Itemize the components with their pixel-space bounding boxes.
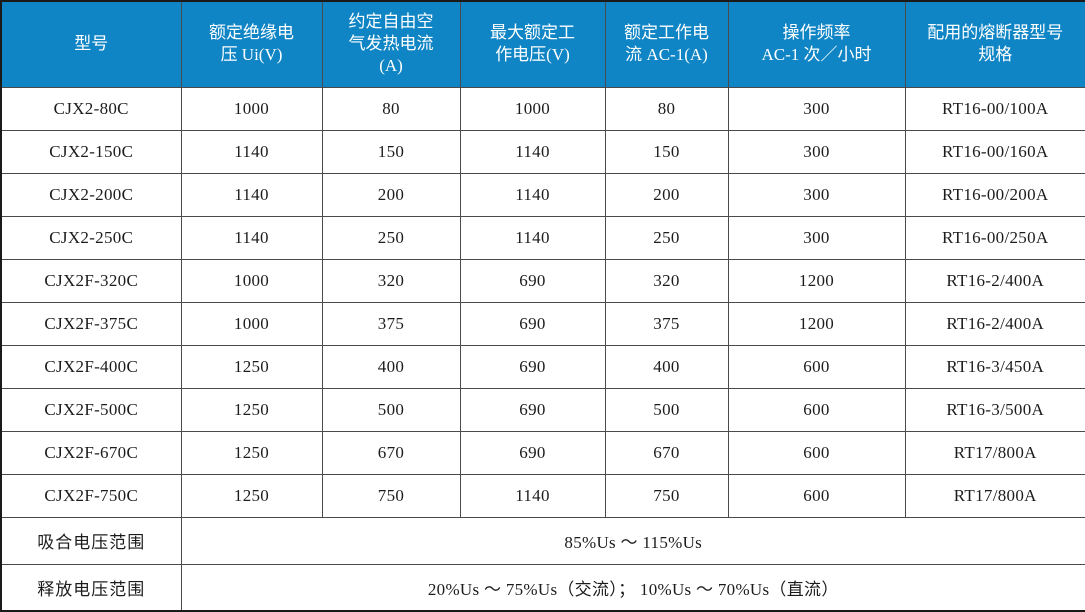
cell-model: CJX2F-500C [0,387,182,432]
cell-fuse-spec: RT16-00/250A [904,215,1085,260]
cell-fuse-spec: RT16-00/160A [904,129,1085,174]
cell-model: CJX2-200C [0,172,182,217]
table-row: CJX2-250C 1140 250 1140 250 300 RT16-00/… [0,215,1085,260]
cell-rated-current: 375 [604,301,729,346]
cell-op-frequency: 600 [727,344,906,389]
release-voltage-label: 释放电压范围 [0,563,182,612]
cell-insulation-voltage: 1140 [180,172,323,217]
cell-insulation-voltage: 1140 [180,215,323,260]
cell-fuse-spec: RT16-00/200A [904,172,1085,217]
cell-model: CJX2F-670C [0,430,182,475]
pickup-voltage-label: 吸合电压范围 [0,516,182,565]
cell-model: CJX2F-750C [0,473,182,518]
cell-thermal-current: 200 [321,172,461,217]
cell-max-voltage: 1000 [459,86,606,131]
cell-model: CJX2F-400C [0,344,182,389]
cell-max-voltage: 690 [459,301,606,346]
table-row: CJX2F-400C 1250 400 690 400 600 RT16-3/4… [0,344,1085,389]
cell-thermal-current: 670 [321,430,461,475]
table-row: CJX2-80C 1000 80 1000 80 300 RT16-00/100… [0,86,1085,131]
cell-fuse-spec: RT17/800A [904,430,1085,475]
release-voltage-row: 释放电压范围 20%Us ～ 75%Us（交流）； 10%Us ～ 70%Us（… [0,563,1085,612]
cell-insulation-voltage: 1140 [180,129,323,174]
col-header-thermal-current: 约定自由空 气发热电流 (A) [321,0,461,88]
cell-fuse-spec: RT17/800A [904,473,1085,518]
cell-op-frequency: 600 [727,430,906,475]
cell-rated-current: 750 [604,473,729,518]
cell-op-frequency: 1200 [727,301,906,346]
cell-op-frequency: 300 [727,172,906,217]
cell-fuse-spec: RT16-3/450A [904,344,1085,389]
table-row: CJX2F-500C 1250 500 690 500 600 RT16-3/5… [0,387,1085,432]
release-voltage-value: 20%Us ～ 75%Us（交流）； 10%Us ～ 70%Us（直流） [180,563,1085,612]
header-row: 型号 额定绝缘电 压 Ui(V) 约定自由空 气发热电流 (A) 最大额定工 作… [0,0,1085,88]
col-header-insulation-voltage: 额定绝缘电 压 Ui(V) [180,0,323,88]
cell-op-frequency: 600 [727,387,906,432]
col-header-fuse-spec: 配用的熔断器型号 规格 [904,0,1085,88]
cell-rated-current: 250 [604,215,729,260]
cell-thermal-current: 375 [321,301,461,346]
cell-model: CJX2F-375C [0,301,182,346]
cell-rated-current: 400 [604,344,729,389]
cell-thermal-current: 500 [321,387,461,432]
table-body: CJX2-80C 1000 80 1000 80 300 RT16-00/100… [0,86,1085,612]
cell-insulation-voltage: 1000 [180,86,323,131]
col-header-model: 型号 [0,0,182,88]
cell-rated-current: 320 [604,258,729,303]
cell-rated-current: 200 [604,172,729,217]
cell-insulation-voltage: 1250 [180,430,323,475]
col-header-rated-current: 额定工作电 流 AC-1(A) [604,0,729,88]
table-row: CJX2F-375C 1000 375 690 375 1200 RT16-2/… [0,301,1085,346]
cell-op-frequency: 300 [727,215,906,260]
cell-insulation-voltage: 1250 [180,344,323,389]
cell-model: CJX2-150C [0,129,182,174]
table-row: CJX2-200C 1140 200 1140 200 300 RT16-00/… [0,172,1085,217]
cell-model: CJX2-80C [0,86,182,131]
cell-max-voltage: 690 [459,430,606,475]
cell-thermal-current: 250 [321,215,461,260]
cell-fuse-spec: RT16-00/100A [904,86,1085,131]
col-header-max-voltage: 最大额定工 作电压(V) [459,0,606,88]
cell-rated-current: 670 [604,430,729,475]
cell-rated-current: 500 [604,387,729,432]
cell-thermal-current: 400 [321,344,461,389]
cell-max-voltage: 690 [459,258,606,303]
col-header-op-frequency: 操作频率 AC-1 次／小时 [727,0,906,88]
pickup-voltage-row: 吸合电压范围 85%Us ～ 115%Us [0,516,1085,565]
cell-thermal-current: 150 [321,129,461,174]
cell-fuse-spec: RT16-3/500A [904,387,1085,432]
table-header: 型号 额定绝缘电 压 Ui(V) 约定自由空 气发热电流 (A) 最大额定工 作… [0,0,1085,88]
table-row: CJX2-150C 1140 150 1140 150 300 RT16-00/… [0,129,1085,174]
cell-max-voltage: 1140 [459,215,606,260]
cell-max-voltage: 690 [459,387,606,432]
cell-fuse-spec: RT16-2/400A [904,258,1085,303]
table-row: CJX2F-670C 1250 670 690 670 600 RT17/800… [0,430,1085,475]
table-row: CJX2F-750C 1250 750 1140 750 600 RT17/80… [0,473,1085,518]
cell-thermal-current: 750 [321,473,461,518]
cell-model: CJX2-250C [0,215,182,260]
cell-op-frequency: 300 [727,129,906,174]
cell-max-voltage: 1140 [459,473,606,518]
cell-op-frequency: 600 [727,473,906,518]
cell-max-voltage: 690 [459,344,606,389]
cell-thermal-current: 80 [321,86,461,131]
cell-insulation-voltage: 1000 [180,301,323,346]
table-row: CJX2F-320C 1000 320 690 320 1200 RT16-2/… [0,258,1085,303]
cell-thermal-current: 320 [321,258,461,303]
cell-max-voltage: 1140 [459,172,606,217]
cell-insulation-voltage: 1000 [180,258,323,303]
cell-rated-current: 80 [604,86,729,131]
cell-insulation-voltage: 1250 [180,473,323,518]
cell-op-frequency: 300 [727,86,906,131]
cell-fuse-spec: RT16-2/400A [904,301,1085,346]
cell-rated-current: 150 [604,129,729,174]
cell-max-voltage: 1140 [459,129,606,174]
cell-insulation-voltage: 1250 [180,387,323,432]
pickup-voltage-value: 85%Us ～ 115%Us [180,516,1085,565]
cell-op-frequency: 1200 [727,258,906,303]
cell-model: CJX2F-320C [0,258,182,303]
